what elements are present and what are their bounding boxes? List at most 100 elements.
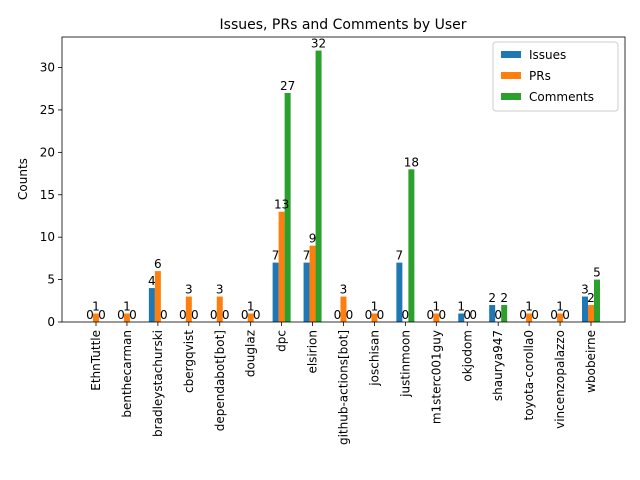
data-label-issues-5: 0 (241, 308, 249, 322)
x-tick-label: wbobeirne (584, 330, 598, 393)
x-tick-label: EthnTuttle (89, 330, 103, 391)
bar-comments-16 (594, 279, 600, 322)
bar-prs-11 (433, 313, 440, 322)
x-tick-label: douglaz (244, 330, 258, 377)
data-label-prs-6: 13 (274, 198, 289, 212)
bar-issues-2 (148, 288, 155, 322)
data-label-prs-2: 6 (154, 257, 162, 271)
data-label-comments-5: 0 (253, 308, 261, 322)
legend-label-issues: Issues (529, 48, 566, 62)
data-label-prs-12: 0 (463, 308, 471, 322)
x-tick-label: bradleystachurski (151, 330, 165, 437)
y-tick-label: 0 (47, 315, 55, 329)
bar-prs-0 (93, 313, 99, 322)
bar-comments-6 (284, 92, 291, 322)
bar-prs-8 (340, 296, 347, 322)
legend-swatch-comments (501, 93, 521, 100)
x-tick-label: justinmoon (398, 330, 412, 398)
data-label-comments-10: 18 (404, 155, 419, 169)
bars-layer (93, 50, 600, 322)
legend-label-prs: PRs (529, 69, 551, 83)
plot-frame (61, 36, 626, 323)
bar-prs-16 (588, 305, 594, 322)
data-label-issues-2: 4 (148, 274, 156, 288)
bar-issues-7 (303, 262, 310, 322)
data-label-comments-9: 0 (377, 308, 385, 322)
data-label-comments-15: 0 (562, 308, 570, 322)
data-label-issues-4: 0 (210, 308, 218, 322)
data-label-issues-11: 0 (426, 308, 434, 322)
legend: Issues PRs Comments (492, 41, 619, 112)
data-label-issues-16: 3 (581, 283, 589, 297)
y-tick-label: 30 (40, 61, 55, 75)
bar-prs-1 (123, 313, 130, 322)
bar-issues-10 (396, 262, 403, 322)
bar-prs-14 (526, 313, 533, 322)
legend-swatch-prs (501, 72, 521, 79)
data-label-prs-7: 9 (309, 232, 317, 246)
data-label-prs-10: 0 (402, 308, 410, 322)
data-label-issues-12: 1 (457, 300, 465, 314)
bar-issues-12 (458, 313, 465, 322)
data-label-prs-1: 1 (123, 300, 131, 314)
legend-box (492, 41, 619, 112)
data-label-prs-3: 3 (185, 283, 193, 297)
x-axis: EthnTuttle benthecarman bradleystachurski c… (89, 322, 598, 445)
data-label-issues-10: 7 (396, 249, 404, 263)
y-tick-label: 25 (40, 103, 55, 117)
data-label-comments-6: 27 (280, 79, 295, 93)
x-tick-label: vincenzopalazzo (553, 330, 567, 429)
bar-comments-10 (408, 169, 415, 322)
legend-swatch-issues (501, 51, 521, 58)
y-tick-label: 10 (40, 230, 55, 244)
data-label-prs-11: 1 (432, 300, 440, 314)
legend-label-comments: Comments (529, 90, 594, 104)
y-axis: 0 5 10 15 20 25 30 (40, 61, 62, 329)
bar-prs-3 (185, 296, 192, 322)
data-label-comments-1: 0 (129, 308, 137, 322)
data-label-prs-13: 0 (494, 308, 502, 322)
chart-title: Issues, PRs and Comments by User (220, 17, 467, 33)
data-label-issues-3: 0 (179, 308, 187, 322)
data-label-issues-14: 0 (519, 308, 527, 322)
x-tick-label: joschisan (367, 330, 381, 387)
data-label-comments-14: 0 (531, 308, 539, 322)
x-tick-label: cbergqvist (182, 330, 196, 393)
y-tick-label: 5 (47, 273, 55, 287)
y-axis-label: Counts (16, 158, 30, 200)
data-label-comments-0: 0 (98, 308, 106, 322)
data-label-comments-2: 0 (160, 308, 168, 322)
y-tick-label: 20 (40, 145, 55, 159)
x-tick-label: elsirion (306, 330, 320, 374)
data-label-comments-8: 0 (346, 308, 354, 322)
bar-prs-15 (557, 313, 564, 322)
x-tick-label: toyota-corolla0 (522, 330, 536, 421)
bar-issues-13 (489, 305, 496, 322)
bar-prs-4 (216, 296, 223, 322)
x-tick-label: dpc (275, 330, 289, 352)
data-label-prs-9: 1 (371, 300, 379, 314)
data-label-issues-13: 2 (488, 291, 496, 305)
data-label-prs-16: 2 (587, 291, 595, 305)
data-label-comments-7: 32 (311, 37, 326, 51)
data-label-issues-7: 7 (303, 249, 311, 263)
x-tick-label: m1sterc001guy (429, 330, 443, 424)
bar-issues-6 (272, 262, 279, 322)
data-label-comments-3: 0 (191, 308, 199, 322)
data-label-prs-8: 3 (340, 283, 348, 297)
y-tick-label: 15 (40, 188, 55, 202)
data-label-prs-4: 3 (216, 283, 224, 297)
data-label-prs-15: 1 (556, 300, 564, 314)
data-label-prs-14: 1 (525, 300, 533, 314)
x-tick-label: shaurya947 (491, 330, 505, 401)
bar-prs-5 (247, 313, 254, 322)
data-label-issues-6: 7 (272, 249, 280, 263)
bar-prs-6 (278, 211, 285, 322)
data-label-comments-13: 2 (500, 291, 508, 305)
data-label-comments-11: 0 (438, 308, 446, 322)
bar-prs-7 (309, 245, 316, 322)
data-label-issues-15: 0 (550, 308, 558, 322)
data-label-comments-4: 0 (222, 308, 230, 322)
